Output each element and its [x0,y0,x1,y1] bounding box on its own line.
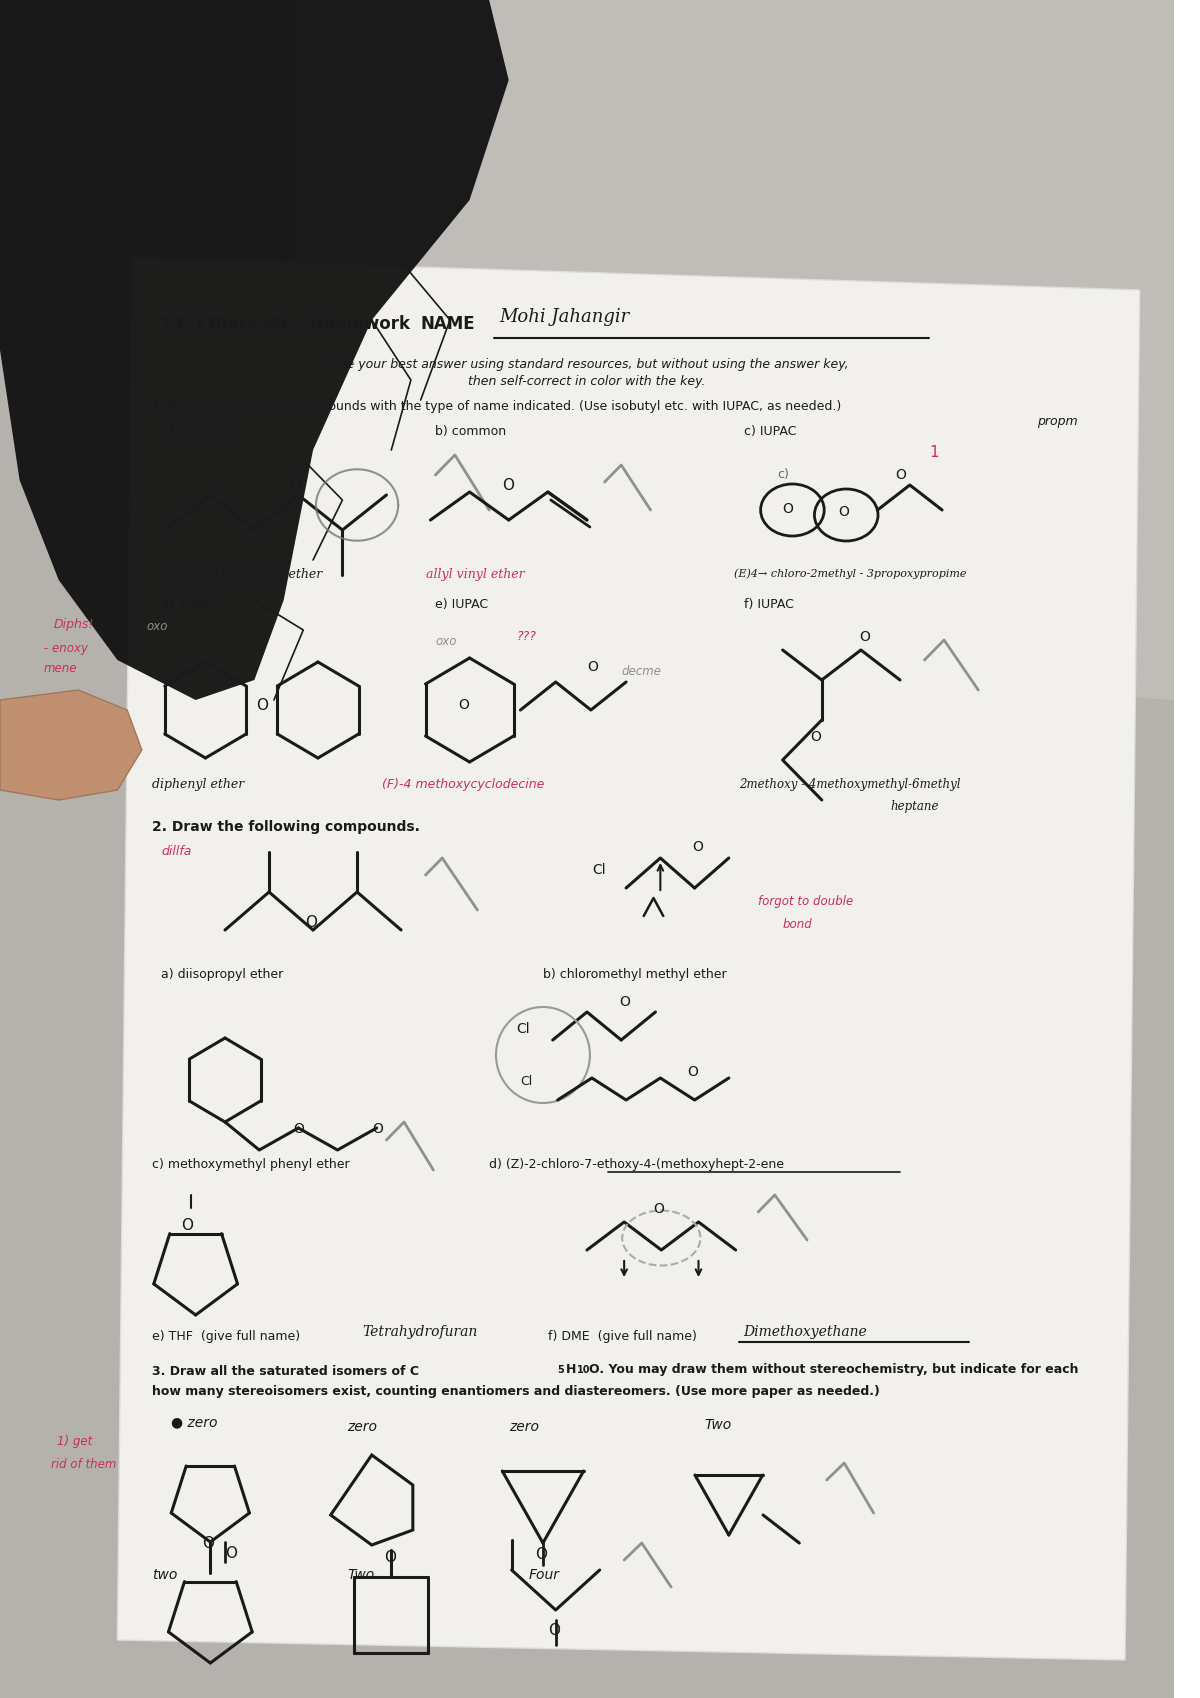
Text: 5: 5 [558,1365,564,1375]
Text: O: O [181,1217,193,1233]
Text: 1) get: 1) get [56,1435,92,1448]
Text: forgot to double: forgot to double [758,895,853,908]
Text: c) methoxymethyl phenyl ether: c) methoxymethyl phenyl ether [151,1158,349,1172]
Text: Mohi Jahangir: Mohi Jahangir [499,307,629,326]
Text: 13, Ethers etc.  Homework: 13, Ethers etc. Homework [162,316,410,333]
Text: O: O [587,661,598,674]
Text: f) IUPAC: f) IUPAC [744,598,793,611]
Text: O: O [535,1547,547,1562]
Text: dillfa: dillfa [162,846,192,857]
Text: O: O [839,504,850,520]
Text: Cl: Cl [592,863,606,876]
Text: b) chloromethyl methyl ether: b) chloromethyl methyl ether [542,968,726,981]
Text: O: O [305,915,317,931]
Text: how many stereoisomers exist, counting enantiomers and diastereomers. (Use more : how many stereoisomers exist, counting e… [151,1386,880,1397]
Text: O: O [810,730,821,744]
Text: O. You may draw them without stereochemistry, but indicate for each: O. You may draw them without stereochemi… [589,1363,1079,1375]
Text: Diphs!: Diphs! [54,618,94,632]
Text: zero: zero [509,1420,539,1435]
Text: 2methoxy - 4methoxymethyl-6methyl: 2methoxy - 4methoxymethyl-6methyl [739,778,960,791]
Polygon shape [294,0,1174,700]
Text: Give your best answer using standard resources, but without using the answer key: Give your best answer using standard res… [325,358,848,370]
Text: (F)-4 methoxycyclodecine: (F)-4 methoxycyclodecine [382,778,544,791]
Text: two: two [151,1567,178,1583]
Text: c): c) [778,469,790,481]
Text: ● zero: ● zero [172,1414,217,1430]
Text: allyl vinyl ether: allyl vinyl ether [426,569,524,581]
Text: O: O [384,1550,396,1566]
Text: heptane: heptane [890,800,938,813]
Text: Four: Four [528,1567,559,1583]
Text: O: O [692,841,703,854]
Text: a) diisopropyl ether: a) diisopropyl ether [162,968,283,981]
Text: propm: propm [1037,414,1078,428]
Text: O: O [654,1202,665,1216]
Text: 1. Name the following compounds with the type of name indicated. (Use isobutyl e: 1. Name the following compounds with the… [151,401,841,413]
Text: Two: Two [347,1567,374,1583]
Polygon shape [0,0,509,700]
Text: e) IUPAC: e) IUPAC [436,598,488,611]
Text: c) IUPAC: c) IUPAC [744,424,796,438]
Text: H: H [565,1363,576,1375]
Text: O: O [288,479,300,492]
Text: oxo: oxo [146,620,168,633]
Text: rid of them: rid of them [50,1459,116,1470]
Text: Tetrahydrofuran: Tetrahydrofuran [362,1324,478,1340]
Text: O: O [895,469,906,482]
Text: O: O [782,503,793,516]
Text: decme: decme [622,666,661,678]
Polygon shape [0,689,142,800]
Polygon shape [118,258,1140,1661]
Text: e) THF  (give full name): e) THF (give full name) [151,1330,300,1343]
Text: b) common: b) common [436,424,506,438]
Polygon shape [0,0,1174,1698]
Text: 1: 1 [929,445,940,460]
Text: Dimethoxyethane: Dimethoxyethane [744,1324,868,1340]
Text: d) IUPAC: d) IUPAC [162,598,215,611]
Text: then self-correct in color with the key.: then self-correct in color with the key. [468,375,706,389]
Text: f) DME  (give full name): f) DME (give full name) [548,1330,697,1343]
Text: 10: 10 [577,1365,590,1375]
Text: (E)4→ chloro-2methyl - 3propoxypropime: (E)4→ chloro-2methyl - 3propoxypropime [733,569,966,579]
Text: O: O [458,698,469,711]
Text: O: O [372,1122,383,1136]
Text: O: O [859,630,870,644]
Text: NAME: NAME [421,316,475,333]
Text: - enoxy: - enoxy [44,642,88,655]
Text: sec-butyl neopentyl ether: sec-butyl neopentyl ether [162,569,323,581]
Text: ???: ??? [516,630,536,644]
Text: bond: bond [782,919,812,931]
Text: O: O [548,1623,560,1639]
Text: O: O [502,479,514,492]
Text: zero: zero [347,1420,377,1435]
Text: Cl: Cl [521,1075,533,1088]
Text: O: O [203,1537,215,1550]
Text: mene: mene [44,662,78,676]
Text: O: O [619,995,630,1009]
Text: a) common: a) common [162,424,233,438]
Text: oxo: oxo [436,635,457,649]
Text: Two: Two [704,1418,732,1431]
Text: 3. Draw all the saturated isomers of C: 3. Draw all the saturated isomers of C [151,1365,419,1379]
Text: Cl: Cl [516,1022,530,1036]
Text: O: O [226,1545,238,1560]
Text: O: O [294,1122,305,1136]
Text: O: O [688,1065,698,1078]
Text: diphenyl ether: diphenyl ether [151,778,244,791]
Text: d) (Z)-2-chloro-7-ethoxy-4-(methoxyhept-2-ene: d) (Z)-2-chloro-7-ethoxy-4-(methoxyhept-… [490,1158,784,1172]
Text: 2. Draw the following compounds.: 2. Draw the following compounds. [151,820,420,834]
Text: O: O [257,698,269,713]
